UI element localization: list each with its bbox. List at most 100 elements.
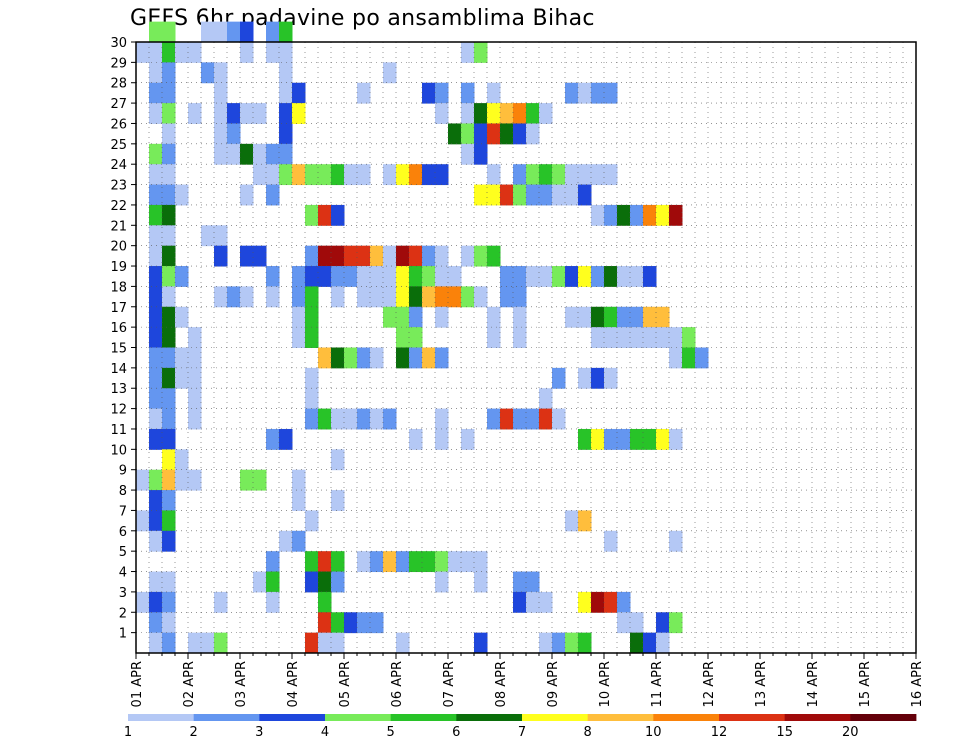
heatmap-cell — [409, 551, 423, 573]
x-tick-label: 05 APR — [338, 661, 353, 707]
heatmap-cell — [279, 103, 293, 124]
heatmap-cell — [604, 530, 618, 552]
heatmap-cell — [357, 551, 371, 573]
heatmap-cell — [227, 103, 241, 124]
heatmap-cell — [162, 449, 176, 471]
heatmap-cell — [175, 367, 189, 389]
heatmap-cell — [500, 103, 514, 124]
heatmap-cell — [162, 266, 176, 287]
colorbar-label: 5 — [387, 725, 395, 740]
heatmap-cell — [162, 632, 176, 654]
heatmap-cell — [370, 266, 384, 287]
heatmap-cell — [487, 306, 501, 328]
heatmap-cell — [266, 551, 280, 573]
heatmap-cell — [682, 347, 696, 369]
heatmap-cell — [422, 245, 436, 267]
heatmap-cell — [305, 286, 319, 308]
heatmap-cell — [539, 632, 553, 654]
heatmap-cell — [435, 103, 449, 124]
heatmap-cell — [279, 143, 293, 165]
heatmap-cell — [149, 164, 163, 186]
heatmap-cell — [643, 266, 657, 287]
heatmap-cell — [344, 164, 358, 186]
y-tick-label: 7 — [119, 504, 127, 519]
heatmap-cell — [396, 632, 410, 654]
heatmap-cell — [370, 347, 384, 369]
heatmap-cell — [461, 42, 475, 63]
heatmap-cell — [253, 469, 267, 491]
heatmap-cell — [149, 408, 163, 430]
heatmap-cell — [149, 21, 163, 43]
heatmap-cell — [266, 571, 280, 593]
heatmap-cell — [422, 266, 436, 287]
heatmap-cell — [461, 286, 475, 308]
x-tick-label: 16 APR — [910, 661, 925, 707]
y-tick-label: 26 — [110, 117, 127, 132]
colorbar-swatch — [259, 714, 326, 721]
heatmap-cell — [487, 184, 501, 206]
heatmap-cell — [162, 82, 176, 104]
heatmap-cell — [305, 204, 319, 226]
heatmap-cell — [539, 388, 553, 410]
heatmap-cell — [513, 408, 527, 430]
heatmap-cell — [383, 306, 397, 328]
heatmap-cell — [149, 103, 163, 124]
y-tick-label: 8 — [119, 484, 127, 499]
heatmap-cell — [162, 530, 176, 552]
heatmap-cell — [591, 164, 605, 186]
heatmap-cell — [383, 245, 397, 267]
heatmap-cell — [591, 327, 605, 348]
y-tick-label: 12 — [110, 403, 127, 418]
heatmap-cell — [162, 306, 176, 328]
heatmap-cell — [396, 266, 410, 287]
heatmap-cell — [552, 184, 566, 206]
heatmap-cell — [617, 327, 631, 348]
heatmap-cell — [643, 204, 657, 226]
heatmap-cell — [279, 428, 293, 450]
heatmap-cell — [435, 428, 449, 450]
heatmap-cell — [149, 367, 163, 389]
heatmap-cell — [253, 571, 267, 593]
heatmap-cell — [266, 143, 280, 165]
heatmap-cell — [162, 62, 176, 84]
heatmap-cell — [305, 164, 319, 186]
heatmap-cell — [214, 82, 228, 104]
colorbar-swatch — [850, 714, 917, 721]
heatmap-cell — [500, 123, 514, 145]
heatmap-cell — [461, 82, 475, 104]
heatmap-cell — [669, 530, 683, 552]
y-tick-label: 18 — [110, 280, 127, 295]
heatmap-cell — [422, 164, 436, 186]
heatmap-cell — [656, 327, 670, 348]
heatmap-cell — [344, 266, 358, 287]
heatmap-cell — [318, 204, 332, 226]
heatmap-cell — [474, 123, 488, 145]
heatmap-cell — [617, 204, 631, 226]
heatmap-cell — [227, 21, 241, 43]
heatmap-cell — [539, 184, 553, 206]
heatmap-cell — [604, 266, 618, 287]
colorbar-swatch — [193, 714, 260, 721]
heatmap-cell — [214, 632, 228, 654]
heatmap-cell — [292, 82, 306, 104]
heatmap-cell — [409, 428, 423, 450]
heatmap-cell — [617, 428, 631, 450]
heatmap-cell — [435, 408, 449, 430]
heatmap-cell — [201, 225, 215, 247]
heatmap-cell — [643, 327, 657, 348]
heatmap-cell — [344, 347, 358, 369]
x-tick-label: 11 APR — [650, 661, 665, 707]
heatmap-cell — [448, 266, 462, 287]
heatmap-cell — [539, 103, 553, 124]
heatmap-cell — [162, 327, 176, 348]
heatmap-cell — [513, 164, 527, 186]
heatmap-cell — [383, 164, 397, 186]
heatmap-cell — [266, 21, 280, 43]
heatmap-cell — [513, 306, 527, 328]
heatmap-cell — [435, 164, 449, 186]
heatmap-cell — [214, 225, 228, 247]
heatmap-cell — [539, 591, 553, 613]
heatmap-cell — [201, 632, 215, 654]
heatmap-cell — [669, 327, 683, 348]
heatmap-cell — [357, 82, 371, 104]
